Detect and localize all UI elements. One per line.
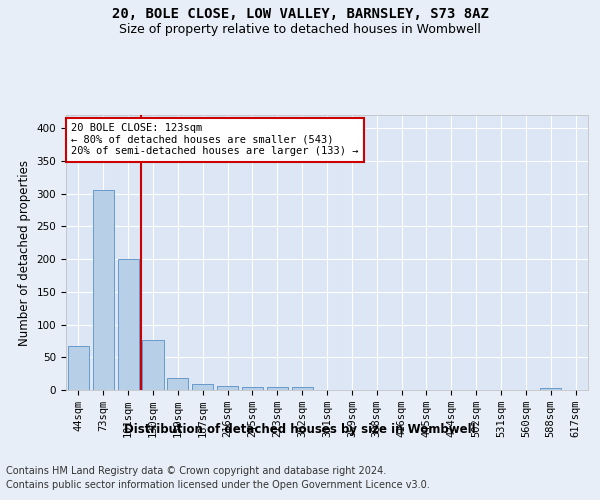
Bar [192,384,213,390]
Text: Contains public sector information licensed under the Open Government Licence v3: Contains public sector information licen… [6,480,430,490]
Y-axis label: Number of detached properties: Number of detached properties [18,160,31,346]
Text: Size of property relative to detached houses in Wombwell: Size of property relative to detached ho… [119,22,481,36]
Text: Distribution of detached houses by size in Wombwell: Distribution of detached houses by size … [124,422,476,436]
Bar [242,386,263,390]
Bar [118,259,139,390]
Text: Contains HM Land Registry data © Crown copyright and database right 2024.: Contains HM Land Registry data © Crown c… [6,466,386,476]
Bar [217,386,238,390]
Bar [267,386,288,390]
Bar [93,190,114,390]
Bar [167,378,188,390]
Bar [292,386,313,390]
Text: 20 BOLE CLOSE: 123sqm
← 80% of detached houses are smaller (543)
20% of semi-det: 20 BOLE CLOSE: 123sqm ← 80% of detached … [71,123,359,156]
Bar [142,340,164,390]
Bar [68,346,89,390]
Bar [540,388,561,390]
Text: 20, BOLE CLOSE, LOW VALLEY, BARNSLEY, S73 8AZ: 20, BOLE CLOSE, LOW VALLEY, BARNSLEY, S7… [112,8,488,22]
